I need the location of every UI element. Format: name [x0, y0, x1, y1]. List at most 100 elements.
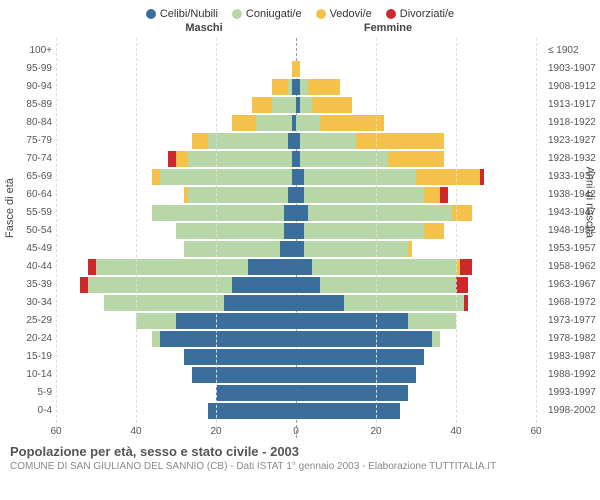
bar-segment	[432, 331, 440, 347]
y-label-age: 60-64	[0, 186, 52, 204]
y-label-age: 50-54	[0, 222, 52, 240]
pyramid-row	[56, 384, 536, 402]
bar-segment	[232, 115, 256, 131]
legend-item: Vedovi/e	[316, 8, 372, 20]
y-label-age: 70-74	[0, 150, 52, 168]
y-label-birth: 1988-1992	[548, 366, 600, 384]
bar-segment	[320, 115, 384, 131]
y-label-age: 65-69	[0, 168, 52, 186]
female-bar	[296, 349, 424, 365]
bar-segment	[272, 97, 296, 113]
bar-segment	[312, 259, 456, 275]
bar-segment	[460, 259, 472, 275]
column-headers: Maschi Femmine	[0, 22, 600, 38]
bar-segment	[296, 331, 432, 347]
bar-segment	[300, 79, 308, 95]
male-bar	[272, 79, 296, 95]
y-label-birth: 1968-1972	[548, 294, 600, 312]
bar-segment	[152, 331, 160, 347]
bar-segment	[216, 385, 296, 401]
y-label-age: 5-9	[0, 384, 52, 402]
bar-segment	[184, 241, 280, 257]
y-label-birth: 1993-1997	[548, 384, 600, 402]
bar-segment	[96, 259, 248, 275]
population-pyramid: Fasce di età Anni di nascita 100+95-9990…	[0, 38, 600, 438]
legend-label: Celibi/Nubili	[160, 8, 218, 20]
bar-segment	[408, 241, 412, 257]
bar-segment	[416, 169, 480, 185]
male-bar	[232, 115, 296, 131]
pyramid-row	[56, 150, 536, 168]
bar-segment	[296, 241, 304, 257]
y-labels-birth: ≤ 19021903-19071908-19121913-19171918-19…	[548, 42, 600, 420]
male-bar	[192, 133, 296, 149]
female-bar	[296, 79, 340, 95]
female-bar	[296, 151, 444, 167]
legend-item: Coniugati/e	[232, 8, 302, 20]
legend-item: Divorziati/e	[386, 8, 454, 20]
legend-item: Celibi/Nubili	[146, 8, 218, 20]
y-label-age: 45-49	[0, 240, 52, 258]
gridline	[536, 38, 537, 438]
female-bar	[296, 331, 440, 347]
pyramid-row	[56, 348, 536, 366]
bar-segment	[208, 403, 296, 419]
female-bar	[296, 61, 300, 77]
bar-segment	[188, 187, 288, 203]
pyramid-row	[56, 114, 536, 132]
male-bar	[88, 259, 296, 275]
gridline	[456, 38, 457, 438]
y-label-birth: 1958-1962	[548, 258, 600, 276]
male-bar	[168, 151, 296, 167]
bar-segment	[296, 259, 312, 275]
legend-swatch	[146, 9, 156, 19]
bar-segment	[464, 295, 468, 311]
gridline	[136, 38, 137, 438]
bar-segment	[272, 79, 288, 95]
x-axis-ticks: 6040200204060	[56, 426, 536, 440]
pyramid-row	[56, 60, 536, 78]
y-label-age: 0-4	[0, 402, 52, 420]
bar-segment	[296, 367, 416, 383]
x-tick: 20	[210, 426, 221, 437]
x-tick: 0	[293, 426, 299, 437]
pyramid-row	[56, 132, 536, 150]
y-label-age: 90-94	[0, 78, 52, 96]
y-label-birth: 1943-1947	[548, 204, 600, 222]
bar-segment	[152, 205, 284, 221]
female-bar	[296, 367, 416, 383]
female-bar	[296, 385, 408, 401]
y-labels-age: 100+95-9990-9485-8980-8475-7970-7465-696…	[0, 42, 52, 420]
bar-segment	[300, 97, 312, 113]
pyramid-row	[56, 402, 536, 420]
bar-segment	[304, 187, 424, 203]
y-label-age: 40-44	[0, 258, 52, 276]
y-label-birth: 1973-1977	[548, 312, 600, 330]
bar-segment	[296, 313, 408, 329]
chart-title: Popolazione per età, sesso e stato civil…	[10, 444, 590, 459]
bar-segment	[104, 295, 224, 311]
bar-segment	[284, 223, 296, 239]
male-bar	[184, 349, 296, 365]
bar-segment	[304, 223, 424, 239]
y-label-birth: 1938-1942	[548, 186, 600, 204]
bar-segment	[320, 277, 456, 293]
bar-segment	[296, 115, 320, 131]
y-label-birth: 1953-1957	[548, 240, 600, 258]
pyramid-row	[56, 330, 536, 348]
pyramid-row	[56, 42, 536, 60]
male-bar	[192, 367, 296, 383]
bar-segment	[192, 133, 208, 149]
bar-segment	[388, 151, 444, 167]
pyramid-row	[56, 186, 536, 204]
bar-segment	[296, 277, 320, 293]
bar-segment	[88, 259, 96, 275]
bar-segment	[160, 331, 296, 347]
bar-segment	[136, 313, 176, 329]
bar-segment	[304, 241, 408, 257]
bar-segment	[256, 115, 292, 131]
male-bar	[152, 169, 296, 185]
female-bar	[296, 97, 352, 113]
bar-segment	[80, 277, 88, 293]
legend-swatch	[232, 9, 242, 19]
